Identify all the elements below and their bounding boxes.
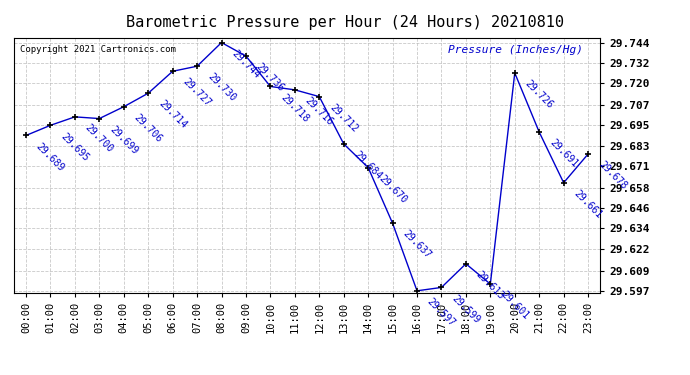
Text: 29.716: 29.716 [303, 95, 335, 128]
Text: 29.718: 29.718 [279, 92, 310, 124]
Text: 29.661: 29.661 [572, 188, 604, 220]
Text: 29.699: 29.699 [108, 124, 139, 156]
Text: 29.599: 29.599 [450, 293, 482, 325]
Text: 29.601: 29.601 [499, 290, 531, 322]
Text: 29.736: 29.736 [255, 62, 286, 94]
Text: Pressure (Inches/Hg): Pressure (Inches/Hg) [448, 45, 582, 55]
Text: 29.706: 29.706 [132, 112, 164, 144]
Text: 29.726: 29.726 [523, 78, 555, 111]
Text: 29.714: 29.714 [157, 99, 188, 131]
Text: 29.684: 29.684 [352, 150, 384, 182]
Text: 29.700: 29.700 [83, 122, 115, 154]
Text: 29.695: 29.695 [59, 131, 91, 163]
Text: 29.613: 29.613 [474, 269, 506, 302]
Text: 29.637: 29.637 [401, 229, 433, 261]
Text: 29.689: 29.689 [34, 141, 66, 173]
Text: 29.730: 29.730 [206, 72, 237, 104]
Text: Copyright 2021 Cartronics.com: Copyright 2021 Cartronics.com [19, 45, 175, 54]
Text: 29.727: 29.727 [181, 77, 213, 109]
Text: Barometric Pressure per Hour (24 Hours) 20210810: Barometric Pressure per Hour (24 Hours) … [126, 15, 564, 30]
Text: 29.744: 29.744 [230, 48, 262, 80]
Text: 29.597: 29.597 [425, 296, 457, 328]
Text: 29.678: 29.678 [596, 160, 629, 192]
Text: 29.670: 29.670 [377, 173, 408, 205]
Text: 29.691: 29.691 [548, 138, 580, 170]
Text: 29.712: 29.712 [328, 102, 359, 134]
